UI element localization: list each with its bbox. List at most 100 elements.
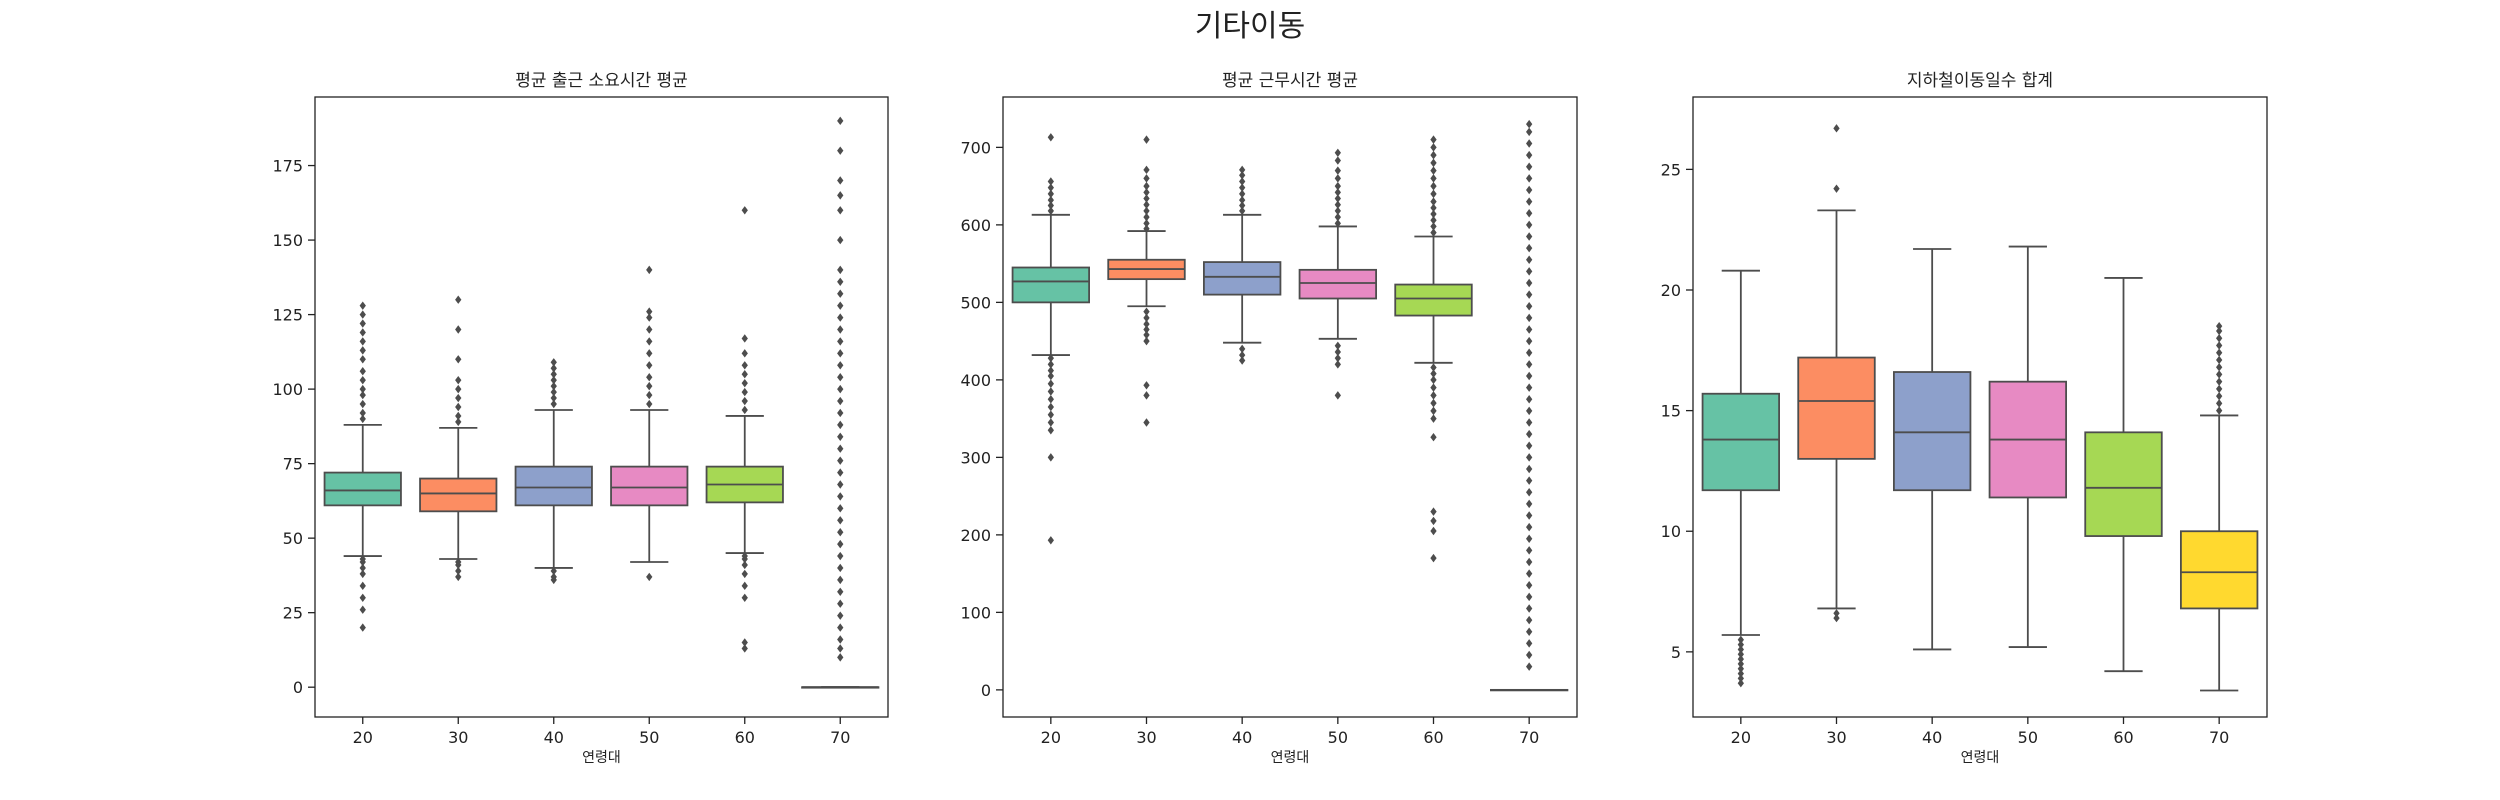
outlier-point	[1047, 402, 1054, 412]
box-30	[419, 295, 498, 582]
box-20	[323, 301, 402, 632]
box-body	[514, 465, 593, 507]
outlier-point	[837, 146, 844, 155]
outlier-point	[1526, 662, 1533, 671]
outlier-point	[1430, 166, 1437, 175]
outlier-point	[837, 349, 844, 358]
outlier-point	[1047, 360, 1054, 369]
outlier-point	[1526, 360, 1533, 369]
outlier-point	[1526, 267, 1533, 276]
outlier-point	[1737, 645, 1744, 654]
outlier-point	[1047, 453, 1054, 462]
outlier-point	[741, 593, 748, 602]
outlier-point	[1526, 119, 1533, 129]
outlier-point	[1526, 197, 1533, 206]
outlier-point	[1239, 206, 1246, 216]
outlier-point	[1143, 212, 1150, 222]
outlier-point	[1526, 592, 1533, 602]
box-40	[1203, 165, 1282, 365]
outlier-point	[1526, 243, 1533, 253]
outlier-point	[550, 375, 557, 385]
outlier-point	[359, 367, 366, 376]
outlier-point	[1526, 336, 1533, 346]
outlier-point	[837, 361, 844, 370]
outlier-point	[1334, 341, 1341, 350]
outlier-point	[1526, 383, 1533, 392]
outlier-point	[1239, 350, 1246, 360]
outlier-point	[837, 277, 844, 287]
outlier-point	[1143, 336, 1150, 346]
y-tick-label: 200	[960, 526, 991, 545]
outlier-point	[1526, 511, 1533, 520]
outlier-point	[1526, 290, 1533, 299]
outlier-point	[359, 390, 366, 400]
outlier-point	[1143, 330, 1150, 340]
outlier-point	[1047, 206, 1054, 216]
outlier-point	[837, 539, 844, 549]
outlier-point	[1143, 313, 1150, 323]
outlier-point	[1430, 209, 1437, 219]
outlier-point	[837, 653, 844, 662]
outlier-point	[837, 444, 844, 453]
outlier-point	[1047, 418, 1054, 427]
outlier-point	[1430, 150, 1437, 160]
outlier-point	[837, 587, 844, 597]
outlier-point	[1143, 181, 1150, 191]
outlier-point	[837, 337, 844, 346]
y-tick-label: 600	[960, 216, 991, 235]
outlier-point	[646, 361, 653, 370]
outlier-point	[1526, 499, 1533, 509]
y-tick-label: 125	[272, 306, 303, 325]
outlier-point	[837, 235, 844, 245]
x-tick-label: 70	[1519, 728, 1539, 747]
outlier-point	[1526, 348, 1533, 357]
outlier-point	[741, 581, 748, 591]
box-body	[2179, 530, 2259, 610]
outlier-point	[359, 346, 366, 355]
outlier-point	[1239, 183, 1246, 192]
y-tick-label: 0	[293, 678, 303, 697]
y-tick-label: 5	[1671, 643, 1681, 662]
outlier-point	[2216, 326, 2223, 336]
outlier-point	[1526, 185, 1533, 195]
outlier-point	[837, 635, 844, 644]
outlier-point	[646, 349, 653, 358]
outlier-point	[1430, 369, 1437, 378]
box-60	[1394, 135, 1473, 563]
outlier-point	[1737, 650, 1744, 659]
outlier-point	[1526, 406, 1533, 416]
outlier-point	[1143, 194, 1150, 203]
outlier-point	[1526, 615, 1533, 625]
outlier-point	[1047, 371, 1054, 381]
outlier-point	[1143, 206, 1150, 216]
outlier-point	[1526, 371, 1533, 381]
outlier-point	[455, 355, 462, 364]
outlier-point	[455, 295, 462, 304]
box-body	[610, 465, 689, 507]
x-axis-label: 연령대	[582, 750, 621, 766]
box-60	[705, 206, 784, 653]
box-40	[1893, 248, 1972, 651]
outlier-point	[359, 563, 366, 573]
outlier-point	[1143, 165, 1150, 175]
outlier-point	[646, 265, 653, 275]
outlier-point	[1430, 181, 1437, 191]
outlier-point	[646, 325, 653, 334]
outlier-point	[1526, 604, 1533, 613]
outlier-point	[359, 408, 366, 418]
outlier-point	[1143, 200, 1150, 209]
outlier-point	[1430, 406, 1437, 416]
chart-panel-1: 평균 출근 소요시간 평균 0 25 50 75 100 125 150 175 20 30 40 50…	[272, 71, 889, 766]
outlier-point	[1526, 476, 1533, 485]
outlier-point	[1047, 183, 1054, 192]
box-70	[801, 116, 880, 689]
outlier-point	[1047, 379, 1054, 388]
y-tick-label: 150	[272, 231, 303, 250]
outlier-point	[2216, 370, 2223, 379]
outlier-point	[1833, 184, 1840, 193]
outlier-point	[837, 289, 844, 298]
box-body	[323, 471, 402, 507]
outlier-point	[1526, 255, 1533, 264]
figure-suptitle: 기타이동	[1195, 9, 1305, 44]
